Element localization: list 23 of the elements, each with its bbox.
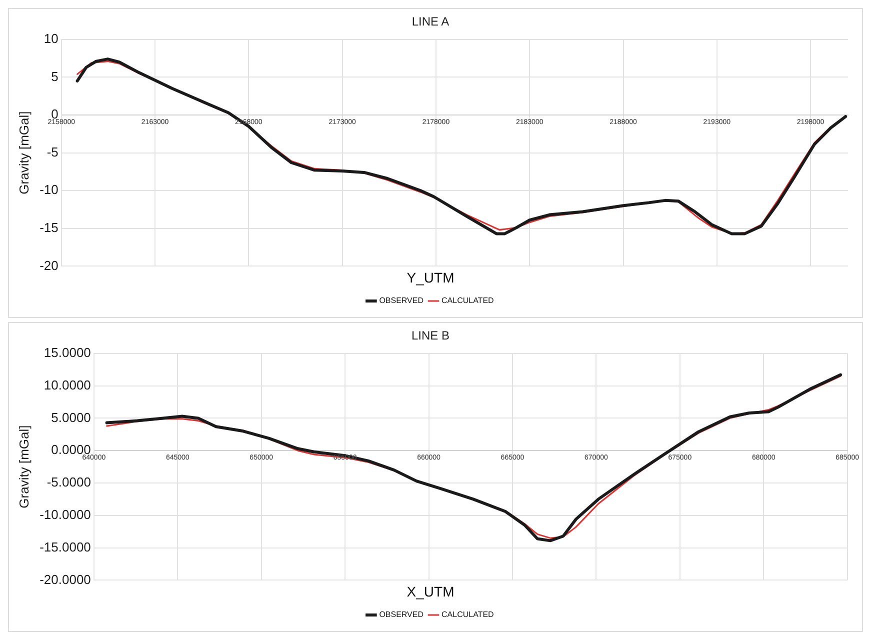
- y-axis-title: Gravity [mGal]: [16, 425, 32, 508]
- y-tick-label: 15.0000: [44, 344, 91, 360]
- y-tick-label: 10.0000: [44, 377, 91, 392]
- legend-label: OBSERVED: [379, 296, 424, 306]
- y-tick-label: -15.0000: [40, 539, 91, 554]
- x-axis-title: Y_UTM: [406, 269, 454, 286]
- x-axis-title: X_UTM: [406, 583, 454, 600]
- y-tick-label: -20: [40, 258, 58, 273]
- y-tick-label: -20.0000: [40, 572, 91, 587]
- y-tick-label: -10.0000: [40, 506, 91, 522]
- y-tick-label: 10: [44, 30, 58, 46]
- chart-title: LINE B: [411, 328, 450, 343]
- legend-label: OBSERVED: [379, 610, 424, 620]
- y-tick-label: 5: [51, 68, 58, 84]
- chart-title: LINE A: [412, 14, 450, 29]
- y-tick-label: -5.0000: [46, 474, 91, 490]
- y-tick-label: 5.0000: [51, 410, 91, 425]
- legend-label: CALCULATED: [442, 610, 494, 620]
- y-tick-label: -10: [40, 182, 58, 198]
- y-tick-label: -15: [40, 220, 58, 235]
- y-tick-label: -5: [46, 144, 58, 160]
- legend-label: CALCULATED: [442, 296, 494, 306]
- y-axis-title: Gravity [mGal]: [16, 111, 32, 194]
